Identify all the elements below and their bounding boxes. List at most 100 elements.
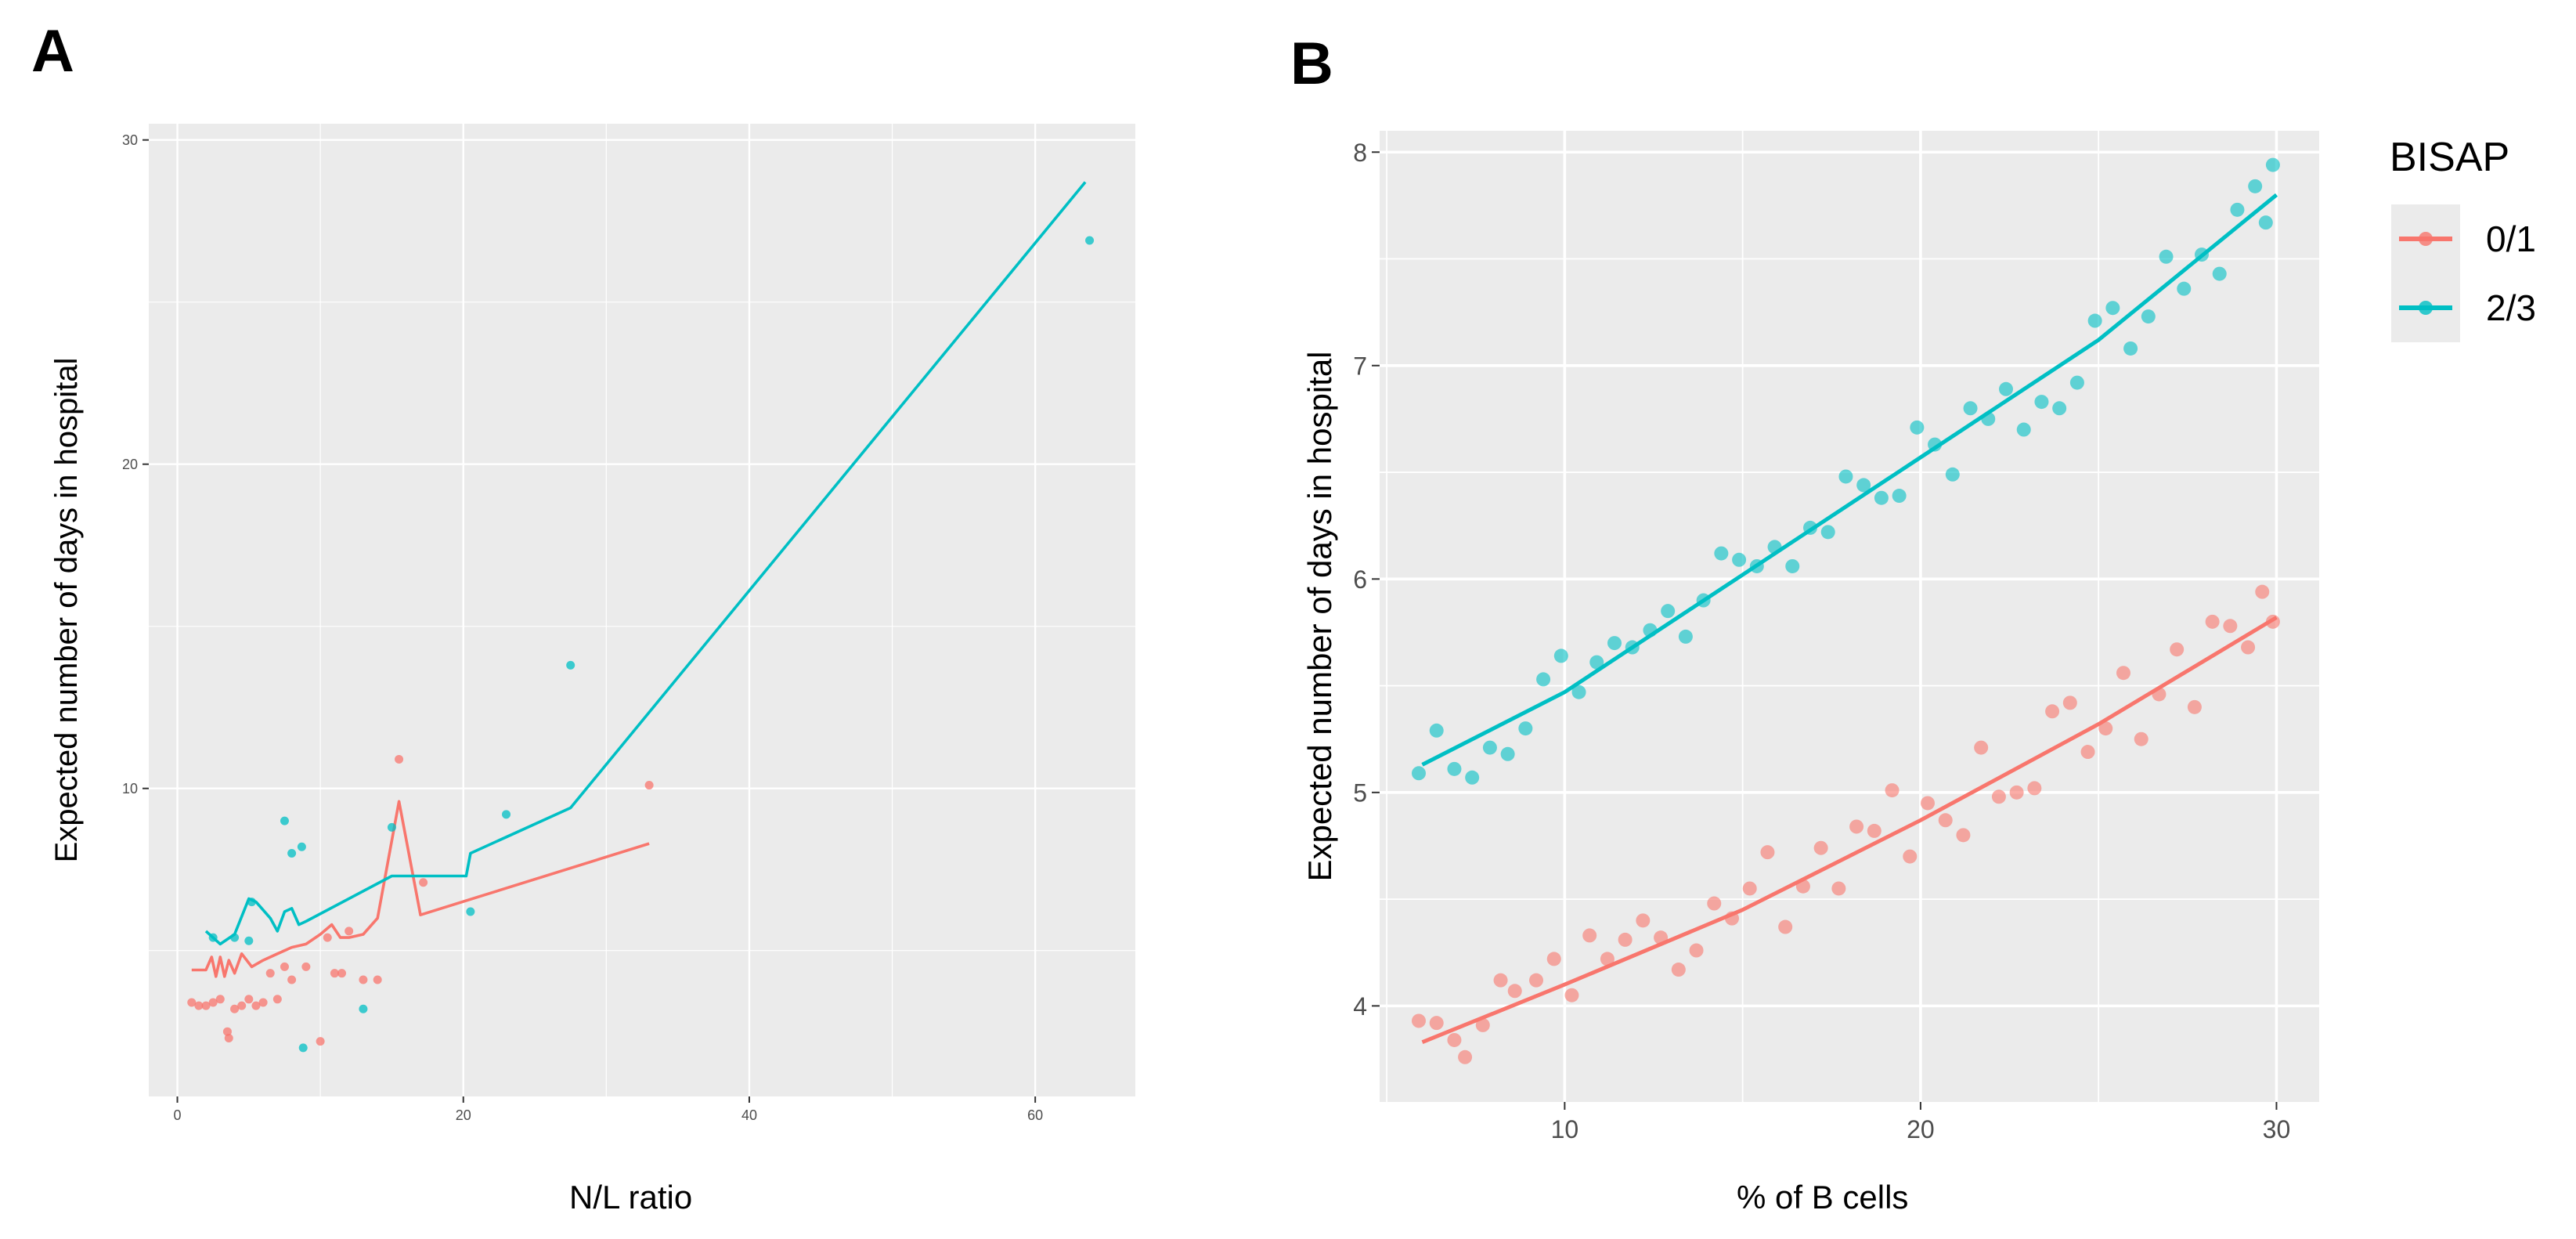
chart-a-x-tick-label: 20 bbox=[456, 1107, 471, 1123]
chart-b-point-0-1 bbox=[1813, 840, 1828, 855]
chart-b-point-2-3 bbox=[2195, 247, 2209, 262]
chart-a-point-0-1 bbox=[187, 998, 197, 1007]
chart-b-point-0-1 bbox=[1689, 943, 1704, 958]
chart-b-point-0-1 bbox=[1867, 823, 1881, 838]
chart-b-point-0-1 bbox=[1529, 973, 1543, 988]
chart-b-point-0-1 bbox=[2255, 584, 2270, 599]
chart-a-point-0-1 bbox=[215, 995, 225, 1004]
chart-a-point-0-1 bbox=[280, 962, 289, 971]
chart-b-point-2-3 bbox=[1589, 655, 1604, 670]
chart-b-point-2-3 bbox=[1910, 420, 1925, 435]
chart-b-x-tick-label: 30 bbox=[2263, 1115, 2291, 1143]
chart-a-x-tick-label: 0 bbox=[174, 1107, 182, 1123]
chart-b-point-0-1 bbox=[1582, 928, 1597, 943]
panel-a-label: A bbox=[31, 18, 74, 85]
chart-b-point-2-3 bbox=[1963, 401, 1978, 416]
chart-b-point-2-3 bbox=[2105, 301, 2120, 316]
chart-b-y-tick-label: 6 bbox=[1353, 565, 1367, 594]
chart-b-point-0-1 bbox=[2152, 687, 2167, 702]
chart-b-point-0-1 bbox=[1600, 952, 1615, 966]
chart-a-plot-background bbox=[149, 124, 1135, 1096]
chart-b-point-0-1 bbox=[1956, 828, 1971, 843]
chart-b-point-2-3 bbox=[1482, 740, 1497, 755]
chart-b-point-2-3 bbox=[1803, 520, 1817, 535]
chart-b-point-0-1 bbox=[1921, 796, 1935, 811]
panel-b-label: B bbox=[1290, 31, 1333, 97]
chart-a-y-axis-label: Expected number of days in hospital bbox=[49, 358, 84, 863]
chart-b-point-2-3 bbox=[2087, 313, 2102, 328]
chart-b-point-2-3 bbox=[1749, 558, 1764, 573]
chart-b-point-0-1 bbox=[1458, 1049, 1473, 1064]
chart-b-point-0-1 bbox=[1974, 740, 1989, 755]
chart-b-point-0-1 bbox=[2062, 695, 2077, 710]
chart-a: 0 20 40 60 10 20 30 Expected number of days in … bbox=[49, 124, 1135, 1123]
chart-a-y-tick-label: 10 bbox=[122, 781, 138, 796]
chart-b-point-0-1 bbox=[1885, 783, 1900, 798]
chart-a-point-2-3 bbox=[1085, 236, 1095, 245]
chart-a-point-0-1 bbox=[272, 995, 282, 1004]
chart-b-point-2-3 bbox=[2265, 157, 2280, 172]
chart-b-point-2-3 bbox=[2141, 309, 2156, 324]
chart-b-line-2-3 bbox=[1421, 193, 2278, 767]
chart-b-point-2-3 bbox=[1412, 766, 1426, 781]
chart-b-y-tick-label: 4 bbox=[1353, 992, 1367, 1020]
chart-a-point-2-3 bbox=[298, 1043, 308, 1053]
chart-b-point-2-3 bbox=[1732, 552, 1747, 567]
chart-b-point-0-1 bbox=[1938, 813, 1953, 828]
chart-a-point-2-3 bbox=[359, 1004, 368, 1013]
chart-b-point-0-1 bbox=[2205, 614, 2220, 629]
chart-b-point-2-3 bbox=[1892, 489, 1907, 504]
chart-a-point-0-1 bbox=[330, 969, 339, 978]
chart-b-point-0-1 bbox=[2134, 731, 2148, 746]
chart-a-point-2-3 bbox=[244, 936, 254, 945]
chart-b-point-0-1 bbox=[1725, 911, 1739, 926]
chart-a-point-2-3 bbox=[280, 816, 289, 825]
chart-a-point-0-1 bbox=[395, 754, 404, 764]
chart-b-point-0-1 bbox=[1618, 932, 1633, 947]
chart-b-point-0-1 bbox=[1546, 952, 1561, 966]
chart-b-point-2-3 bbox=[1838, 469, 1853, 484]
chart-b-point-2-3 bbox=[1714, 546, 1729, 561]
chart-a-y-tick-label: 20 bbox=[122, 457, 138, 472]
chart-a-point-2-3 bbox=[566, 660, 575, 670]
chart-b-point-2-3 bbox=[2034, 395, 2049, 410]
chart-b-x-tick-label: 10 bbox=[1551, 1115, 1579, 1143]
chart-b-point-2-3 bbox=[2052, 401, 2067, 416]
chart-a-point-0-1 bbox=[224, 1033, 233, 1042]
chart-b-point-2-3 bbox=[1678, 629, 1693, 644]
chart-b-point-2-3 bbox=[1607, 636, 1622, 651]
chart-b-point-2-3 bbox=[1820, 525, 1835, 540]
chart-a-point-0-1 bbox=[345, 927, 354, 936]
chart-b-point-0-1 bbox=[1760, 845, 1775, 860]
chart-b-point-0-1 bbox=[1654, 930, 1669, 945]
chart-b-point-0-1 bbox=[1671, 963, 1686, 977]
chart-a-line-0-1 bbox=[191, 800, 650, 978]
chart-b-point-0-1 bbox=[1742, 881, 1757, 896]
chart-b-point-2-3 bbox=[1856, 478, 1871, 493]
chart-b-point-0-1 bbox=[2080, 745, 2095, 760]
chart-b-point-2-3 bbox=[2123, 341, 2138, 356]
chart-b-point-0-1 bbox=[1493, 973, 1508, 988]
chart-b-point-0-1 bbox=[1564, 988, 1579, 1002]
chart-a-point-0-1 bbox=[316, 1037, 325, 1046]
chart-a-point-0-1 bbox=[323, 933, 332, 942]
chart-b-point-0-1 bbox=[2116, 666, 2130, 681]
chart-b-point-2-3 bbox=[2258, 215, 2273, 230]
chart-b-point-0-1 bbox=[2223, 619, 2238, 634]
chart-b-point-2-3 bbox=[1429, 723, 1444, 738]
chart-b-point-2-3 bbox=[1981, 411, 1996, 426]
chart-a-point-0-1 bbox=[222, 1027, 232, 1036]
legend-label-2-3: 2/3 bbox=[2486, 287, 2536, 328]
chart-b-point-2-3 bbox=[1625, 640, 1640, 655]
chart-a-point-2-3 bbox=[287, 849, 297, 858]
chart-b-point-2-3 bbox=[1553, 648, 1568, 663]
chart-b-point-0-1 bbox=[1778, 919, 1793, 934]
chart-a-point-2-3 bbox=[466, 907, 475, 916]
chart-a-point-0-1 bbox=[194, 1001, 204, 1010]
chart-a-point-0-1 bbox=[419, 878, 428, 887]
chart-a-point-0-1 bbox=[337, 969, 347, 978]
chart-a-point-0-1 bbox=[208, 998, 218, 1007]
chart-b-point-0-1 bbox=[1991, 789, 2006, 804]
chart-b-point-0-1 bbox=[1831, 881, 1846, 896]
chart-b-x-axis-label: % of B cells bbox=[1737, 1179, 1909, 1216]
